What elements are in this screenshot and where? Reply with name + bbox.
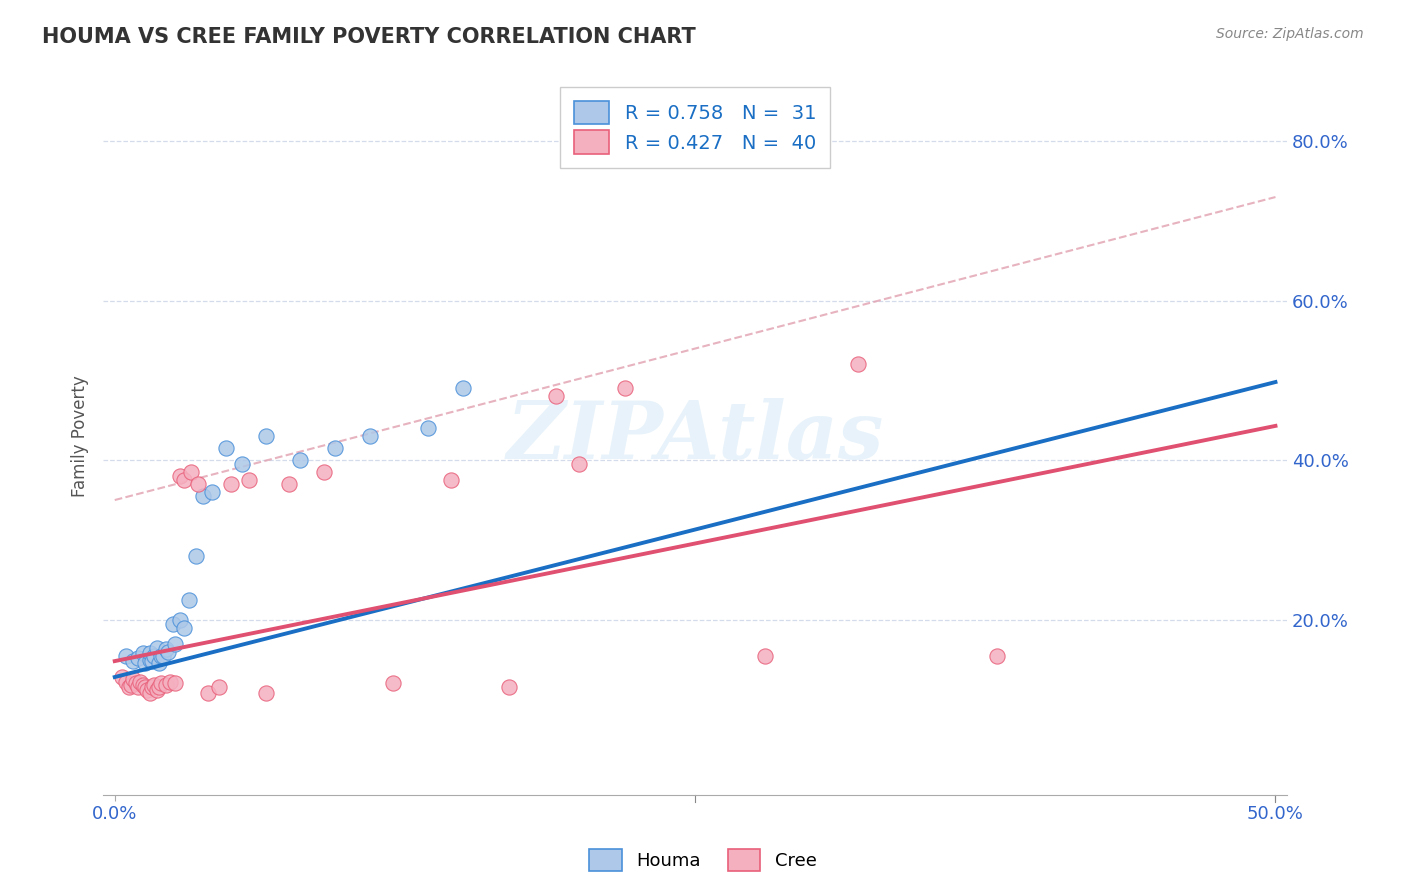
Point <box>150 676 173 690</box>
Point <box>277 477 299 491</box>
Point <box>155 678 177 692</box>
Point <box>290 453 312 467</box>
Point <box>111 670 134 684</box>
Point <box>451 381 474 395</box>
Point <box>173 473 195 487</box>
Point <box>165 636 187 650</box>
Point <box>201 485 224 500</box>
Point <box>138 686 160 700</box>
Point <box>498 681 520 695</box>
Point <box>134 681 156 695</box>
Text: Source: ZipAtlas.com: Source: ZipAtlas.com <box>1216 27 1364 41</box>
Point <box>115 648 138 663</box>
Point <box>208 681 231 695</box>
Point <box>162 616 184 631</box>
Point <box>143 678 166 692</box>
Point <box>215 441 238 455</box>
Point <box>118 681 141 695</box>
Point <box>127 651 149 665</box>
Point <box>115 674 138 689</box>
Point <box>173 621 195 635</box>
Point <box>418 421 440 435</box>
Point <box>312 465 335 479</box>
Point <box>440 473 463 487</box>
Point <box>382 676 405 690</box>
Point <box>323 441 346 455</box>
Point <box>122 673 145 687</box>
Point <box>145 682 167 697</box>
Point <box>180 465 202 479</box>
Point <box>120 678 142 692</box>
Point <box>129 674 152 689</box>
Point <box>131 678 153 692</box>
Point <box>254 429 277 443</box>
Point <box>141 681 163 695</box>
Point <box>197 686 219 700</box>
Legend: Houma, Cree: Houma, Cree <box>582 842 824 879</box>
Point <box>159 674 181 689</box>
Point <box>148 681 170 695</box>
Point <box>568 457 591 471</box>
Point <box>148 657 170 671</box>
Point <box>754 648 776 663</box>
Point <box>145 640 167 655</box>
Point <box>155 642 177 657</box>
Point <box>138 646 160 660</box>
Point <box>157 644 180 658</box>
Point <box>136 682 159 697</box>
Point <box>177 592 200 607</box>
Point <box>544 389 567 403</box>
Point <box>169 469 191 483</box>
Point <box>986 648 1008 663</box>
Point <box>165 676 187 690</box>
Point <box>131 646 153 660</box>
Point <box>846 358 869 372</box>
Point <box>231 457 253 471</box>
Point <box>359 429 381 443</box>
Point <box>152 648 174 663</box>
Point <box>124 676 146 690</box>
Point <box>238 473 260 487</box>
Point <box>614 381 637 395</box>
Point <box>184 549 207 563</box>
Point <box>138 652 160 666</box>
Point <box>169 613 191 627</box>
Point <box>134 657 156 671</box>
Y-axis label: Family Poverty: Family Poverty <box>72 376 89 497</box>
Text: HOUMA VS CREE FAMILY POVERTY CORRELATION CHART: HOUMA VS CREE FAMILY POVERTY CORRELATION… <box>42 27 696 46</box>
Text: ZIPAtlas: ZIPAtlas <box>506 398 884 475</box>
Point <box>127 681 149 695</box>
Point <box>141 654 163 668</box>
Point <box>187 477 209 491</box>
Point <box>122 654 145 668</box>
Point <box>191 489 214 503</box>
Point <box>254 686 277 700</box>
Point <box>150 648 173 663</box>
Legend: R = 0.758   N =  31, R = 0.427   N =  40: R = 0.758 N = 31, R = 0.427 N = 40 <box>561 87 830 168</box>
Point <box>219 477 242 491</box>
Point <box>143 648 166 663</box>
